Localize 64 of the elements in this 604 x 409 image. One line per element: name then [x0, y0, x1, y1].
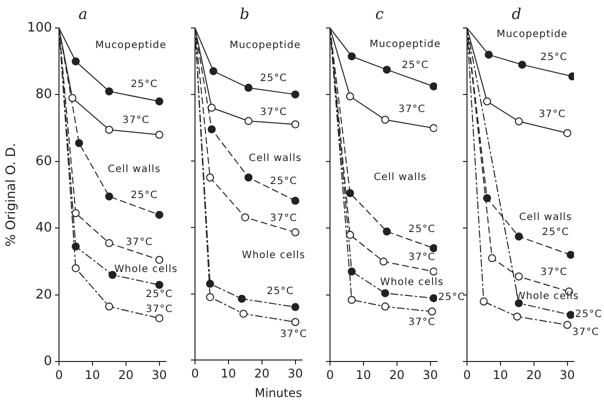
annotation: Cell walls — [374, 172, 427, 184]
annotation: Cell walls — [519, 212, 572, 224]
y-axis-title: % Original O. D. — [4, 142, 20, 247]
annotation: Whole cells — [114, 264, 178, 276]
annotation: Cell walls — [248, 153, 302, 166]
x-tick-label: 20 — [118, 368, 134, 382]
x-tick-label: 10 — [220, 366, 236, 381]
annotation: 25°C — [402, 60, 429, 72]
x-tick-label: 30 — [288, 366, 303, 381]
y-tick-label: 20 — [35, 287, 52, 302]
annotation: Mucopeptide — [230, 40, 301, 52]
annotation: 37°C — [146, 304, 173, 316]
x-tick-label: 0 — [463, 368, 471, 382]
annotation: Whole cells — [516, 290, 579, 303]
annotation: 25°C — [542, 227, 570, 240]
annotation: Whole cells — [380, 277, 444, 290]
y-tick-label: 60 — [35, 154, 52, 169]
chart-title: c — [375, 4, 384, 23]
x-tick-label: 10 — [356, 368, 372, 382]
annotation: Whole cells — [242, 250, 306, 262]
text: 25°C — [575, 308, 602, 321]
annotation: 37°C — [398, 104, 426, 116]
annotation: Cell walls — [108, 164, 161, 176]
annotation: Mucopeptide — [496, 28, 568, 41]
annotation: 37°C — [280, 329, 308, 342]
annotation: Mucopeptide — [370, 38, 441, 51]
annotation: 25°C — [130, 190, 158, 202]
y-tick-label: 0 — [44, 354, 52, 369]
annotation: Mucopeptide — [95, 40, 167, 52]
annotation: 37°C — [126, 237, 153, 250]
annotation: 25°C — [130, 78, 158, 91]
x-tick-label: 30 — [152, 368, 167, 382]
annotation: 37°C — [572, 327, 600, 340]
x-tick-label: 30 — [422, 368, 438, 382]
annotation: 25°C — [270, 176, 298, 188]
annotation: 37°C — [540, 267, 568, 280]
annotation: 25°C — [146, 288, 173, 301]
x-tick-label: 20 — [389, 368, 405, 382]
x-tick-label: 0 — [191, 366, 199, 381]
x-tick-label: 10 — [84, 368, 100, 382]
annotation: 25°C — [540, 52, 568, 64]
annotation: 25°C — [408, 224, 436, 236]
x-tick-label: 30 — [560, 368, 575, 382]
x-tick-label: 0 — [55, 368, 63, 382]
annotation: 25°C — [260, 73, 288, 86]
chart-title: d — [512, 4, 522, 23]
annotation: 37°C — [538, 108, 566, 121]
annotation: 37°C — [270, 213, 298, 225]
text: 25°C — [438, 292, 466, 304]
annotation: 37°C — [408, 252, 436, 264]
annotation: 25°C — [266, 286, 294, 298]
x-tick-label: 0 — [326, 368, 334, 382]
x-tick-label: 20 — [254, 366, 270, 381]
y-tick-label: 40 — [35, 220, 52, 236]
y-tick-label: 80 — [35, 87, 52, 102]
x-tick-label: 20 — [526, 368, 542, 382]
chart-title: a — [78, 4, 88, 23]
y-tick-label: 100 — [27, 20, 52, 36]
chart-title: b — [240, 4, 250, 23]
annotation: 37°C — [260, 106, 288, 119]
x-tick-label: 10 — [492, 368, 508, 382]
x-axis-title: Minutes — [254, 386, 302, 400]
annotation: 37°C — [408, 317, 436, 330]
annotation: 37°C — [122, 115, 150, 128]
